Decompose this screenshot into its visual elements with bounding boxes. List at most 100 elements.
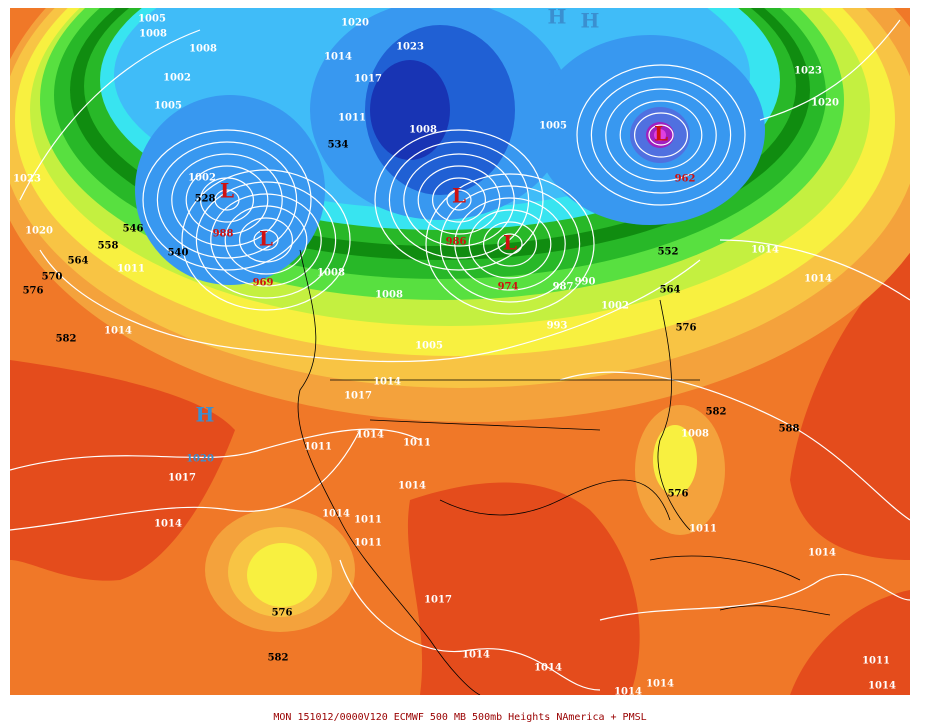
isobar [39,249,701,363]
isobar-label: 1005 [138,14,166,25]
isobar [439,185,581,303]
low-pressure: 962 [675,174,696,185]
isobar-label: 1005 [154,101,182,112]
isobar [483,221,538,267]
height-label: 552 [658,247,679,258]
isobar [619,100,703,170]
isobar-label: 1014 [646,679,674,690]
height-label: 582 [56,334,77,345]
isobar-label: 1023 [396,42,424,53]
isobar-label: 993 [547,321,568,332]
isobar [432,177,487,223]
isobar-label: 1011 [862,656,890,667]
isobar-label: 1017 [344,391,372,402]
warm-region [10,360,235,581]
isobar-label: 1017 [354,74,382,85]
isobar [576,64,746,206]
isobar-label: 1014 [462,650,490,661]
isobar-label: 1002 [601,301,629,312]
isobar-label: 1023 [13,174,41,185]
high-marker: H [548,5,567,29]
isobar [19,29,201,201]
isobar-label: 1014 [614,687,642,698]
footer: MON 151012/0000V120 ECMWF 500 MB 500mb H… [273,712,646,723]
low-pressure: 974 [498,282,519,293]
isobar-label: 1014 [804,274,832,285]
isobar [599,573,910,621]
isobar-label: 987 [553,282,574,293]
isobar-label: 1002 [188,173,216,184]
isobar [648,124,674,146]
isobar-label: 1011 [354,538,382,549]
isobar-label: 1020 [811,98,839,109]
isobar-label: 1017 [424,595,452,606]
isobar-label: 1014 [356,430,384,441]
low-marker: L [452,184,466,208]
isobar [633,112,688,158]
isobar-label: 1011 [117,264,145,275]
isobar [339,559,601,691]
isobar-label: 1008 [409,125,437,136]
isobar-label: 1011 [304,442,332,453]
isobar [10,429,361,531]
low-marker: L [259,227,273,251]
isobar-label: 1017 [168,473,196,484]
isobar [374,129,544,271]
isobar [454,197,566,291]
low-marker: L [220,179,234,203]
coastline [297,249,481,695]
isobar [468,209,552,279]
isobar [171,153,283,247]
warm-region [790,590,910,695]
isobar [425,173,595,315]
isobar [446,189,472,211]
height-label: 564 [68,256,89,267]
isobar-label: 1014 [373,377,401,388]
isobar-label: 1014 [154,519,182,530]
height-label: 576 [272,608,293,619]
isobar [719,239,910,301]
isobar-label: 1014 [751,245,779,256]
isobar-label: 1014 [808,548,836,559]
coastlines [297,249,831,695]
isobar [759,19,901,121]
isobars [10,19,910,691]
isobar [210,193,322,287]
warm-region [407,482,640,695]
isobar-label: 1014 [534,663,562,674]
height-label: 588 [779,424,800,435]
coastline [657,299,691,531]
low-marker: L [503,231,517,255]
isobar-label: 1020 [25,226,53,237]
height-band [370,60,450,160]
isobar [497,233,523,255]
height-label: 540 [168,248,189,259]
height-label: 576 [668,489,689,500]
isobar [559,371,910,521]
height-label: 582 [706,407,727,418]
height-label: 570 [42,272,63,283]
warm-region [790,250,910,560]
isobar-label: 1005 [539,121,567,132]
isobar-label: 1008 [139,29,167,40]
isobar-label: 1023 [794,66,822,77]
isobar [417,165,501,235]
height-label: 558 [98,241,119,252]
island [649,555,831,616]
isobar [185,165,269,235]
low-pressure: 988 [213,229,234,240]
isobar-label: 1014 [104,326,132,337]
isobar-label: 1014 [868,681,896,692]
height-band [247,543,317,607]
isobar-label: 1011 [354,515,382,526]
isobar [214,189,240,211]
height-label: 576 [676,323,697,334]
isobar-label: 1014 [324,52,352,63]
isobar [590,76,732,194]
isobar [10,428,421,471]
isobar-label: 1008 [189,44,217,55]
isobar-label: 1008 [375,290,403,301]
height-label: 534 [328,140,349,151]
